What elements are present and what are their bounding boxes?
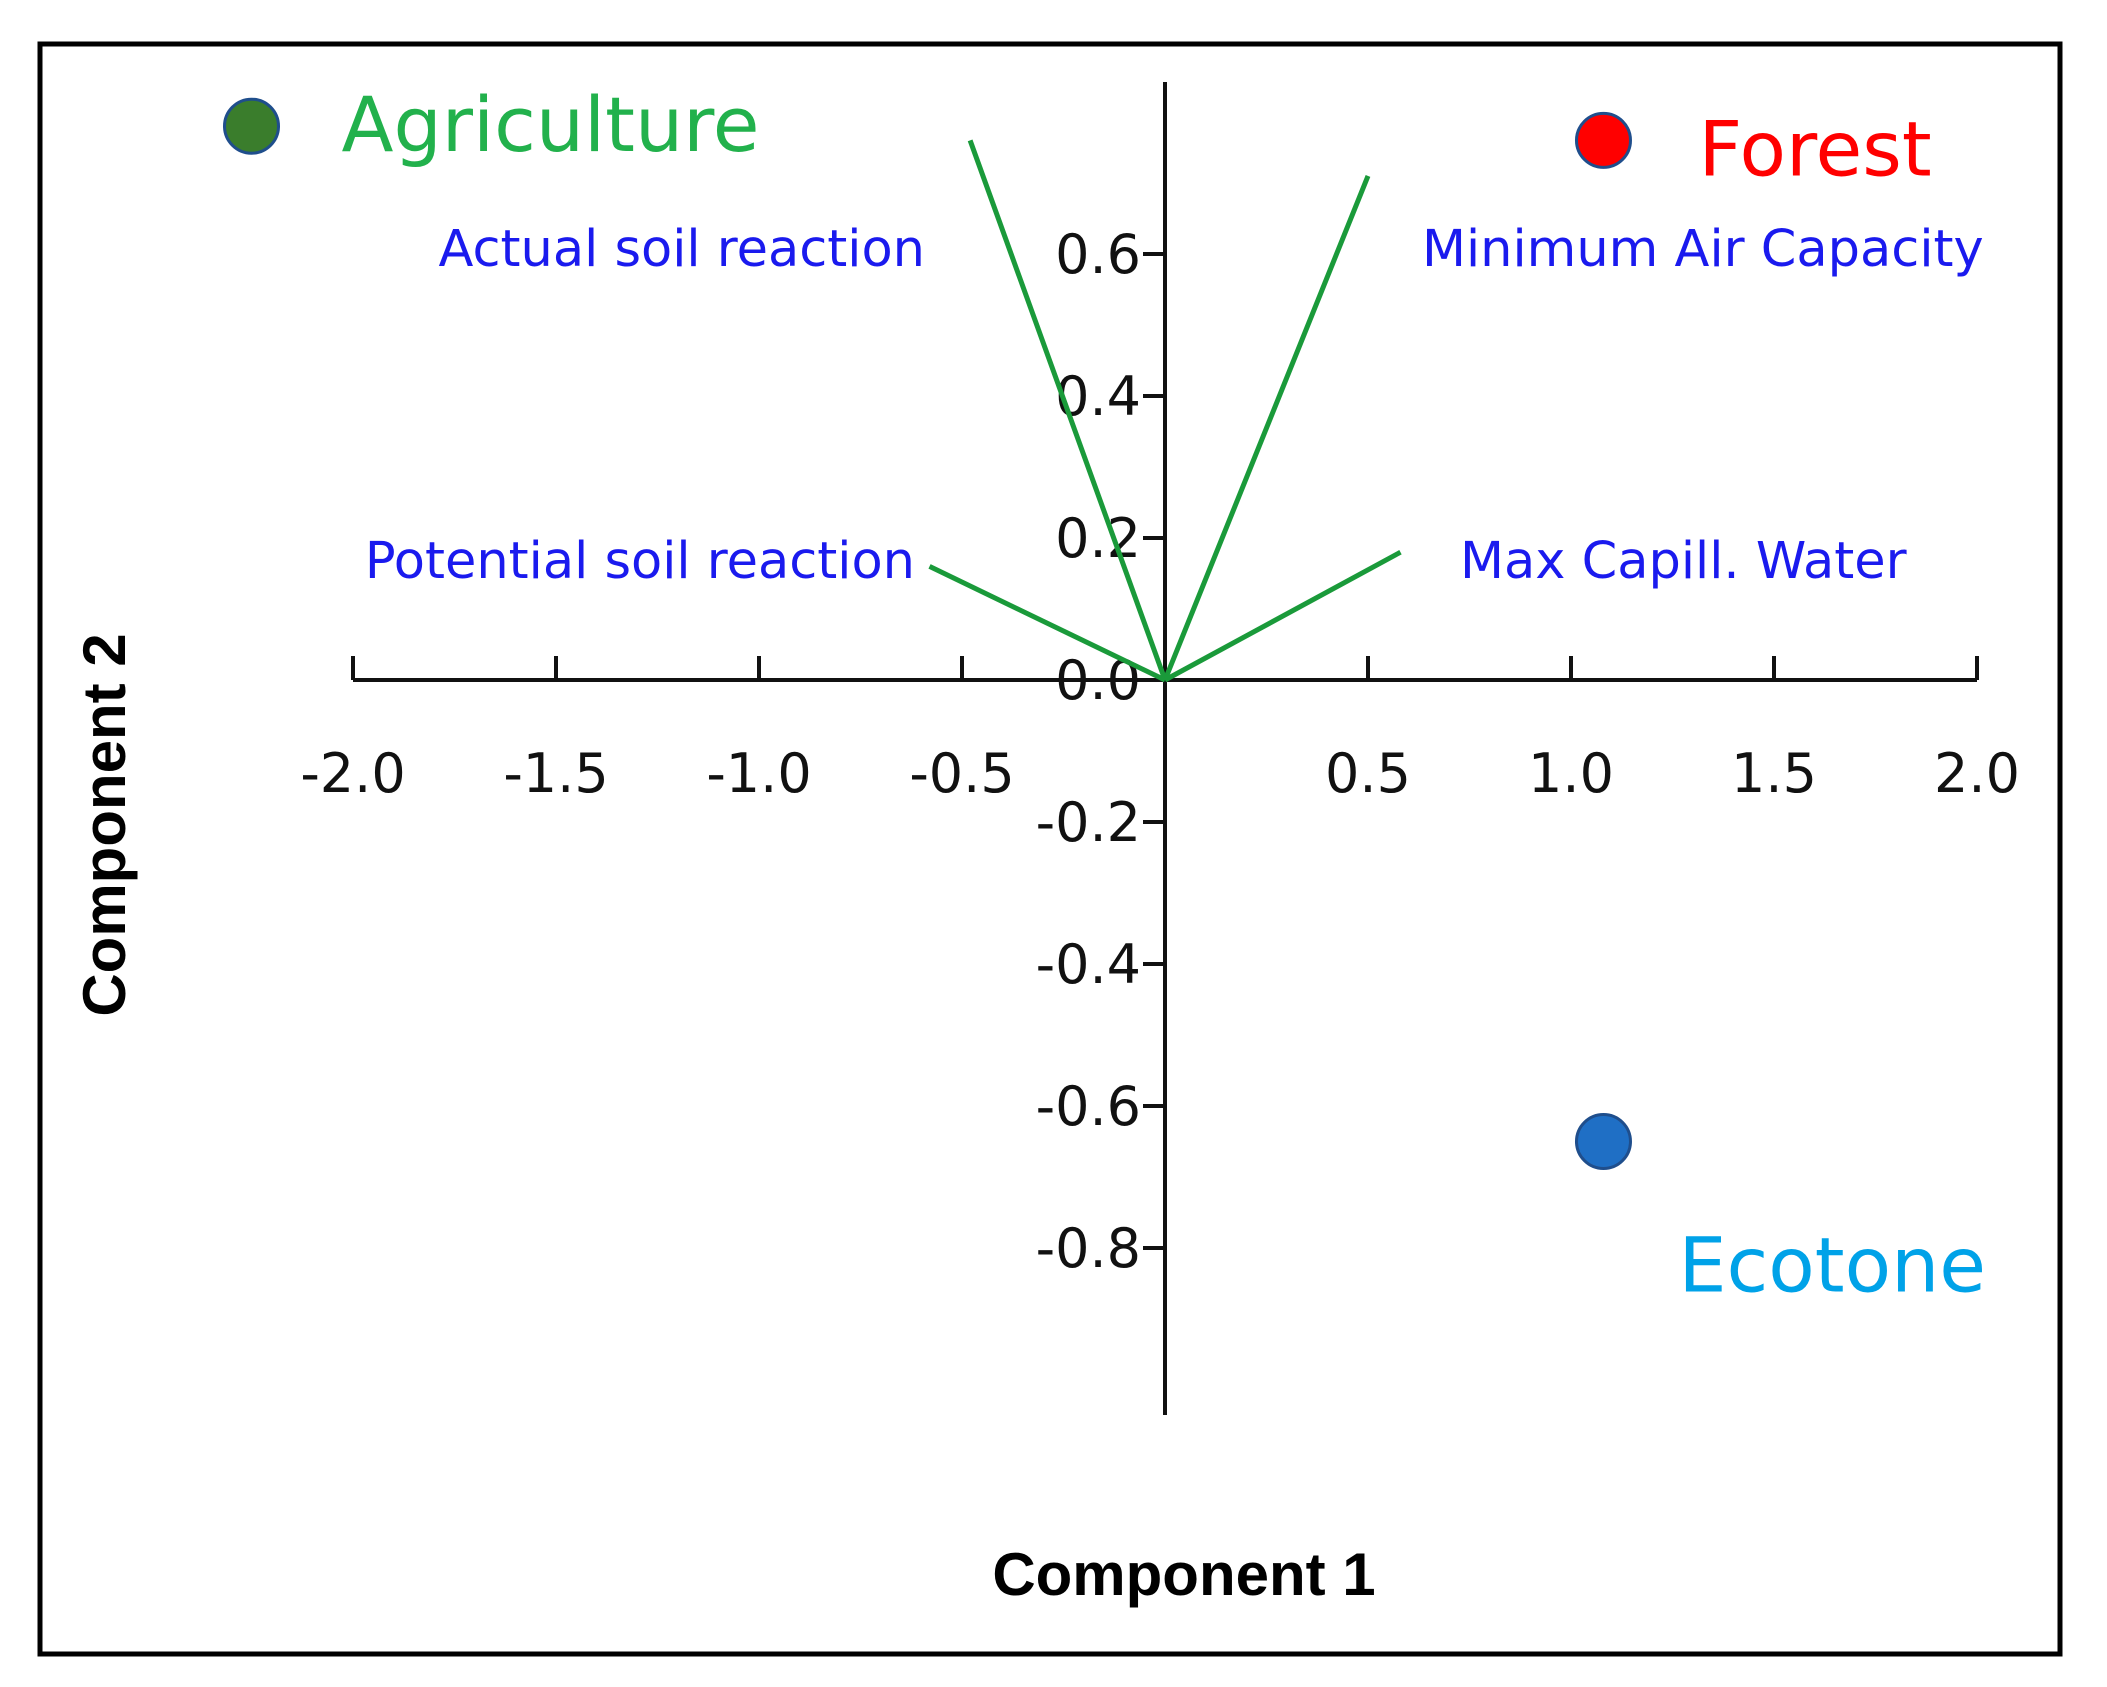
x-axis-title: Component 1 [992, 1541, 1375, 1608]
loading-vectors [928, 139, 1402, 683]
x-tick-label: -1.5 [503, 742, 608, 805]
y-tick-label: -0.6 [1036, 1075, 1141, 1138]
chart-frame [37, 41, 2063, 1657]
loading-label: Potential soil reaction [365, 532, 915, 591]
loading-vector [928, 564, 1167, 683]
group-label: Agriculture [342, 80, 760, 169]
y-tick-label: -0.4 [1036, 933, 1141, 996]
loading-vector [1162, 174, 1371, 681]
y-tick-label: 0.2 [1055, 507, 1141, 570]
group-marker [1574, 111, 1632, 169]
y-tick-label: -0.2 [1036, 791, 1141, 854]
loading-labels: Actual soil reaction Minimum Air Capacity… [365, 220, 1984, 591]
group-label: Ecotone [1678, 1221, 1986, 1310]
x-tick-label: -0.5 [909, 742, 1014, 805]
group-marker [1574, 1113, 1632, 1170]
loading-vector [1163, 550, 1402, 683]
y-tick-label: -0.8 [1036, 1217, 1141, 1280]
group-markers: Agriculture Forest Ecotone [223, 80, 1986, 1310]
loading-label: Max Capill. Water [1460, 532, 1907, 591]
y-tick-label: 0.0 [1055, 649, 1141, 712]
group-marker [223, 97, 280, 155]
x-tick-label: 1.5 [1731, 742, 1817, 805]
y-tick-label: 0.6 [1055, 223, 1141, 286]
loading-label: Actual soil reaction [438, 220, 925, 279]
group-label: Forest [1698, 104, 1931, 193]
x-tick-label: 2.0 [1934, 742, 2020, 805]
loading-vector [967, 139, 1168, 681]
x-tick-label: 0.5 [1325, 742, 1411, 805]
x-tick-label: -1.0 [706, 742, 811, 805]
y-axis-title: Component 2 [71, 633, 138, 1016]
axes: -2.0 -1.5 -1.0 -0.5 0.5 1.0 1.5 2.00.60.40.20.0… [300, 82, 2020, 1415]
loading-label: Minimum Air Capacity [1422, 220, 1984, 279]
x-tick-label: 1.0 [1528, 742, 1614, 805]
x-tick-label: -2.0 [300, 742, 405, 805]
